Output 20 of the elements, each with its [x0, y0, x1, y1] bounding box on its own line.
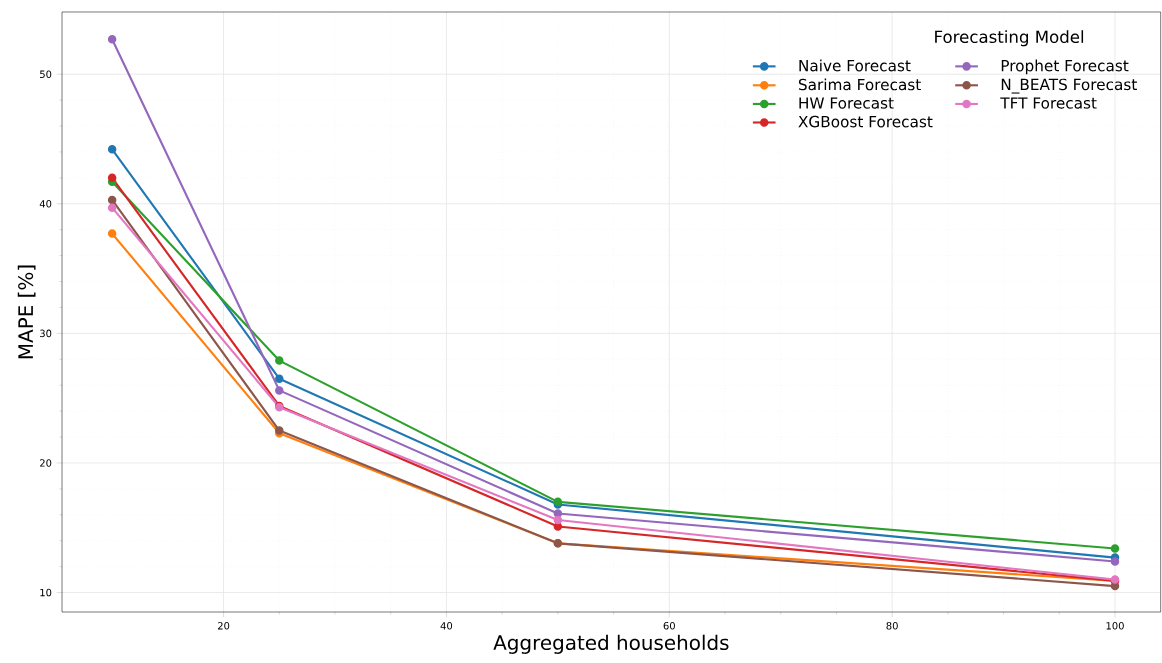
legend-label: HW Forecast — [799, 97, 894, 109]
legend-label: XGBoost Forecast — [798, 115, 933, 128]
y-tick-label: 20 — [40, 459, 52, 467]
y-tick-label: 10 — [40, 588, 52, 597]
legend-label: N_BEATS Forecast — [1001, 78, 1137, 94]
x-tick-label: 40 — [440, 622, 453, 630]
y-tick-label: 50 — [40, 70, 52, 78]
y-tick-label: 30 — [40, 329, 52, 338]
legend-title: Forecasting Model — [935, 30, 1084, 47]
legend-label: Prophet Forecast — [1001, 59, 1129, 75]
x-tick-label: 80 — [886, 622, 898, 630]
legend-label: Naive Forecast — [799, 59, 911, 72]
y-axis-title: MAPE [%] — [17, 265, 36, 359]
legend-label: TFT Forecast — [1000, 97, 1097, 109]
x-axis-title: Aggregated households — [493, 634, 729, 654]
x-tick-label: 100 — [1106, 622, 1124, 630]
x-tick-label: 60 — [663, 622, 675, 630]
y-tick-label: 40 — [39, 200, 52, 208]
legend-label: Sarima Forecast — [798, 78, 921, 91]
x-tick-label: 20 — [217, 622, 230, 630]
